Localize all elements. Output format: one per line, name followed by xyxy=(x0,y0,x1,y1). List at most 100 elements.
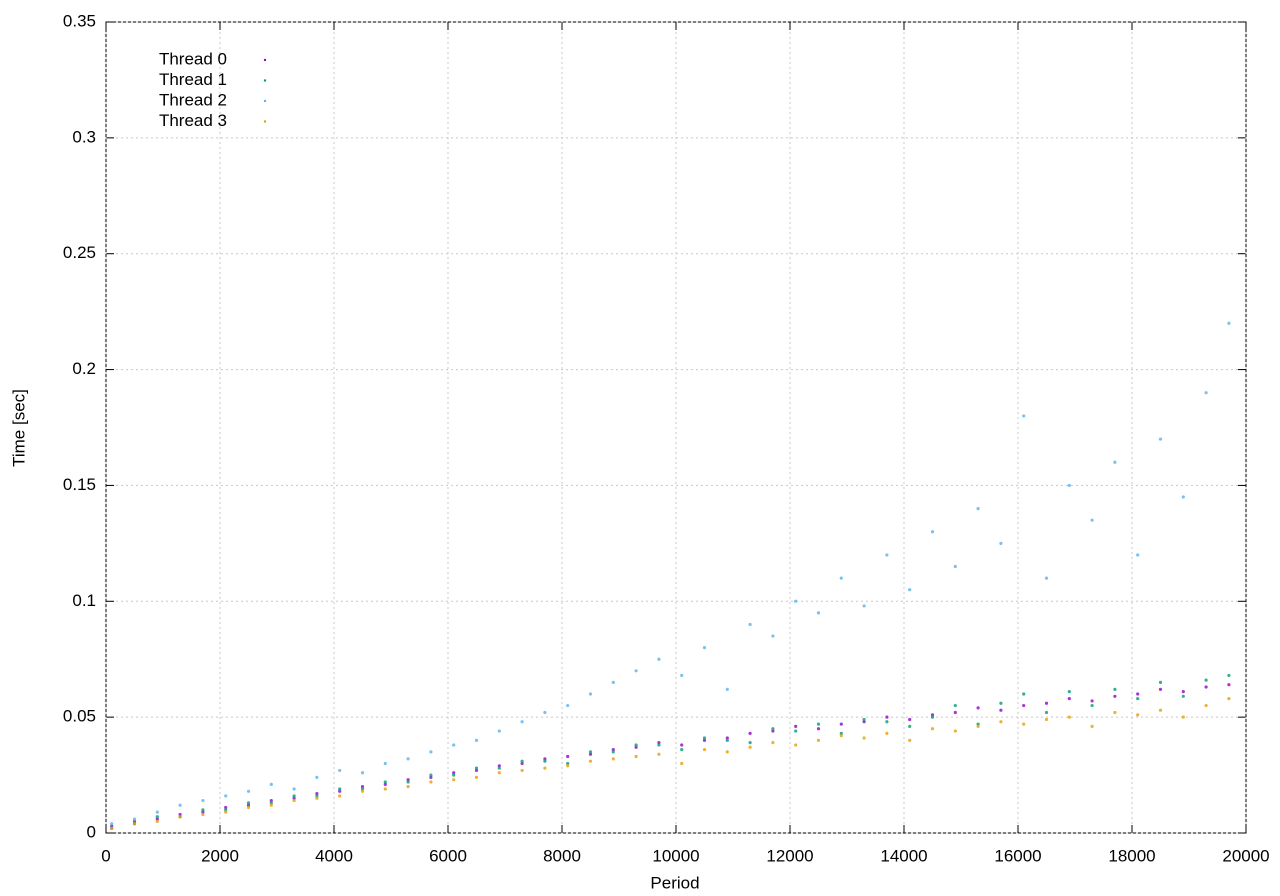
y-tick-label: 0.35 xyxy=(63,11,96,30)
point xyxy=(1136,713,1140,717)
point xyxy=(748,745,752,749)
point xyxy=(429,775,433,779)
point xyxy=(611,680,615,684)
point xyxy=(839,576,843,580)
point xyxy=(976,507,980,511)
point xyxy=(748,741,752,745)
point xyxy=(1204,703,1208,708)
point xyxy=(1227,683,1231,687)
point xyxy=(383,782,387,786)
point xyxy=(1022,722,1026,726)
point xyxy=(201,812,205,817)
x-tick-label: 14000 xyxy=(880,846,927,865)
point xyxy=(224,805,228,810)
y-tick-label: 0.1 xyxy=(72,591,96,610)
point xyxy=(1158,680,1163,684)
point xyxy=(110,824,114,828)
point xyxy=(543,710,547,715)
y-tick-label: 0 xyxy=(87,822,96,841)
point xyxy=(566,764,570,768)
point xyxy=(338,794,342,798)
point xyxy=(474,775,479,779)
point xyxy=(292,798,296,803)
point xyxy=(976,724,980,729)
point xyxy=(452,771,456,775)
point xyxy=(246,801,251,805)
y-tick-label: 0.15 xyxy=(63,475,96,494)
point xyxy=(1067,697,1071,701)
legend-marker xyxy=(263,58,267,62)
point xyxy=(315,775,319,779)
point xyxy=(292,794,296,798)
point xyxy=(429,780,433,784)
point xyxy=(839,731,843,735)
point xyxy=(1090,518,1094,522)
point xyxy=(246,805,251,810)
point xyxy=(588,750,593,754)
point xyxy=(999,720,1003,724)
point xyxy=(383,780,387,784)
point xyxy=(474,768,479,773)
point xyxy=(1204,685,1208,689)
point xyxy=(634,743,638,747)
x-tick-label: 8000 xyxy=(543,846,581,865)
point xyxy=(1044,701,1049,705)
point xyxy=(360,771,365,775)
point xyxy=(885,720,889,724)
point xyxy=(680,743,684,747)
point xyxy=(132,822,137,826)
point xyxy=(611,750,615,754)
point xyxy=(1181,690,1185,694)
y-axis-label: Time [sec] xyxy=(9,389,28,467)
legend-label: Thread 2 xyxy=(159,90,227,109)
point xyxy=(725,736,729,740)
point xyxy=(611,757,615,761)
point xyxy=(588,692,593,696)
point xyxy=(702,646,707,650)
point xyxy=(930,530,935,534)
y-tick-label: 0.25 xyxy=(63,243,96,262)
point xyxy=(406,757,410,761)
point xyxy=(132,819,137,824)
point xyxy=(930,727,935,731)
point xyxy=(862,717,866,722)
point xyxy=(771,741,775,745)
point xyxy=(543,757,547,761)
point xyxy=(748,731,752,735)
point xyxy=(497,766,501,770)
point xyxy=(406,780,410,784)
point xyxy=(269,803,273,807)
point xyxy=(634,745,638,749)
point xyxy=(110,822,114,826)
point xyxy=(634,754,638,759)
point xyxy=(702,747,707,752)
legend-marker xyxy=(263,79,267,82)
point xyxy=(588,759,593,763)
point xyxy=(771,729,775,733)
point xyxy=(953,703,957,708)
point xyxy=(1022,414,1026,418)
point xyxy=(474,766,479,770)
x-axis-label: Period xyxy=(650,873,699,892)
point xyxy=(976,706,980,710)
legend-label: Thread 1 xyxy=(159,70,227,89)
point xyxy=(338,789,342,793)
point xyxy=(1113,687,1117,691)
point xyxy=(429,750,433,754)
point xyxy=(224,794,228,798)
point xyxy=(908,588,912,592)
point xyxy=(155,810,159,814)
point xyxy=(452,773,456,777)
y-tick-label: 0.05 xyxy=(63,707,96,726)
point xyxy=(383,787,387,791)
point xyxy=(1136,697,1140,701)
point xyxy=(885,715,889,719)
point xyxy=(953,729,957,733)
point xyxy=(725,750,729,754)
point xyxy=(816,722,821,726)
point xyxy=(816,727,821,731)
point xyxy=(862,604,866,608)
point xyxy=(1181,495,1185,499)
point xyxy=(201,798,205,803)
point xyxy=(110,826,114,830)
